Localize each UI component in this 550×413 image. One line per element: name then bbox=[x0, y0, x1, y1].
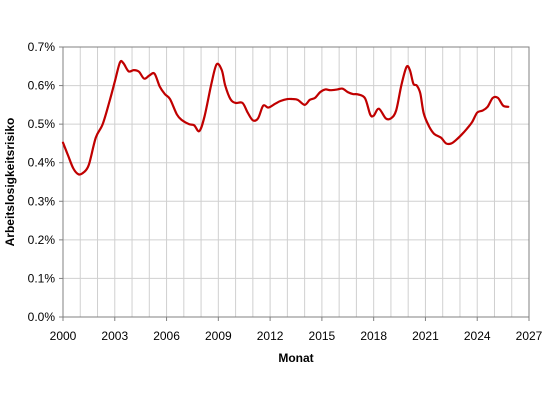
y-tick-label: 0.5% bbox=[28, 117, 56, 131]
y-tick-label: 0.0% bbox=[28, 310, 56, 324]
gridlines bbox=[63, 47, 529, 317]
x-tick-label: 2018 bbox=[360, 329, 387, 343]
y-tick-label: 0.2% bbox=[28, 233, 56, 247]
x-tick-label: 2012 bbox=[257, 329, 284, 343]
y-tick-label: 0.7% bbox=[28, 40, 56, 54]
y-axis-ticks: 0.0% 0.1% 0.2% 0.3% 0.4% 0.5% 0.6% 0.7% bbox=[28, 40, 63, 324]
x-axis-ticks: 2000 2003 2006 2009 2012 2015 2018 2021 2024 2027 bbox=[50, 317, 543, 343]
y-tick-label: 0.1% bbox=[28, 271, 56, 285]
series-line bbox=[61, 59, 510, 176]
series-layer bbox=[61, 59, 510, 176]
y-axis-title: Arbeitslosigkeitsrisiko bbox=[3, 118, 17, 247]
x-axis-title: Monat bbox=[278, 351, 313, 365]
x-tick-label: 2015 bbox=[309, 329, 336, 343]
x-tick-label: 2009 bbox=[205, 329, 232, 343]
x-tick-label: 2006 bbox=[153, 329, 180, 343]
x-tick-label: 2000 bbox=[50, 329, 77, 343]
y-tick-label: 0.4% bbox=[28, 156, 56, 170]
x-tick-label: 2021 bbox=[412, 329, 439, 343]
x-tick-label: 2024 bbox=[464, 329, 491, 343]
x-tick-label: 2003 bbox=[101, 329, 128, 343]
plot-area bbox=[62, 46, 530, 318]
x-tick-label: 2027 bbox=[516, 329, 543, 343]
y-tick-label: 0.6% bbox=[28, 79, 56, 93]
y-tick-label: 0.3% bbox=[28, 194, 56, 208]
